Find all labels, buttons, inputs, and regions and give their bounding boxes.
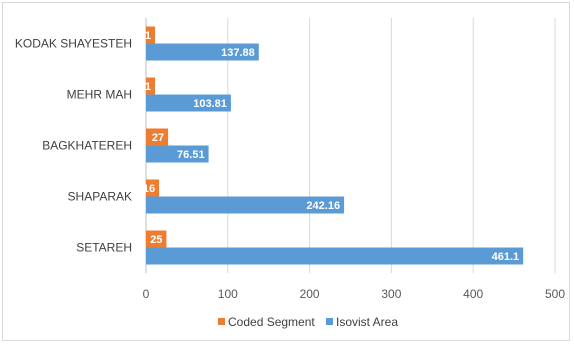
x-tick-label: 300 bbox=[381, 287, 401, 301]
data-label: 11 bbox=[139, 81, 151, 93]
data-label: 461.1 bbox=[492, 251, 520, 263]
data-label: 137.88 bbox=[221, 47, 255, 59]
data-label: 25 bbox=[150, 234, 162, 246]
category-label: BAGKHATEREH bbox=[42, 139, 132, 153]
data-label: 76.51 bbox=[177, 149, 205, 161]
bar bbox=[146, 43, 259, 61]
category-label: SHAPARAK bbox=[68, 190, 132, 204]
x-tick-label: 200 bbox=[300, 287, 320, 301]
data-label: 103.81 bbox=[193, 98, 227, 110]
x-tick-label: 500 bbox=[545, 287, 565, 301]
bar bbox=[146, 94, 231, 112]
legend-swatch bbox=[326, 318, 333, 325]
bar bbox=[146, 26, 155, 44]
category-label: SETAREH bbox=[76, 241, 132, 255]
chart-area bbox=[2, 2, 570, 341]
bar bbox=[146, 230, 167, 248]
category-label: MEHR MAH bbox=[67, 88, 132, 102]
bar bbox=[146, 196, 345, 214]
data-label: 242.16 bbox=[306, 200, 340, 212]
legend-label: Coded Segment bbox=[228, 315, 315, 329]
data-label: 27 bbox=[152, 132, 164, 144]
data-label: 16 bbox=[143, 183, 155, 195]
bar bbox=[146, 145, 209, 163]
legend-swatch bbox=[218, 318, 225, 325]
legend-label: Isovist Area bbox=[336, 315, 398, 329]
data-label: 11 bbox=[139, 30, 151, 42]
bar bbox=[146, 247, 524, 265]
bar bbox=[146, 77, 155, 95]
bar bbox=[146, 128, 169, 146]
x-tick-label: 400 bbox=[463, 287, 483, 301]
category-label: KODAK SHAYESTEH bbox=[15, 37, 132, 51]
x-tick-label: 100 bbox=[218, 287, 238, 301]
bar bbox=[146, 179, 160, 197]
x-tick-label: 0 bbox=[143, 287, 150, 301]
